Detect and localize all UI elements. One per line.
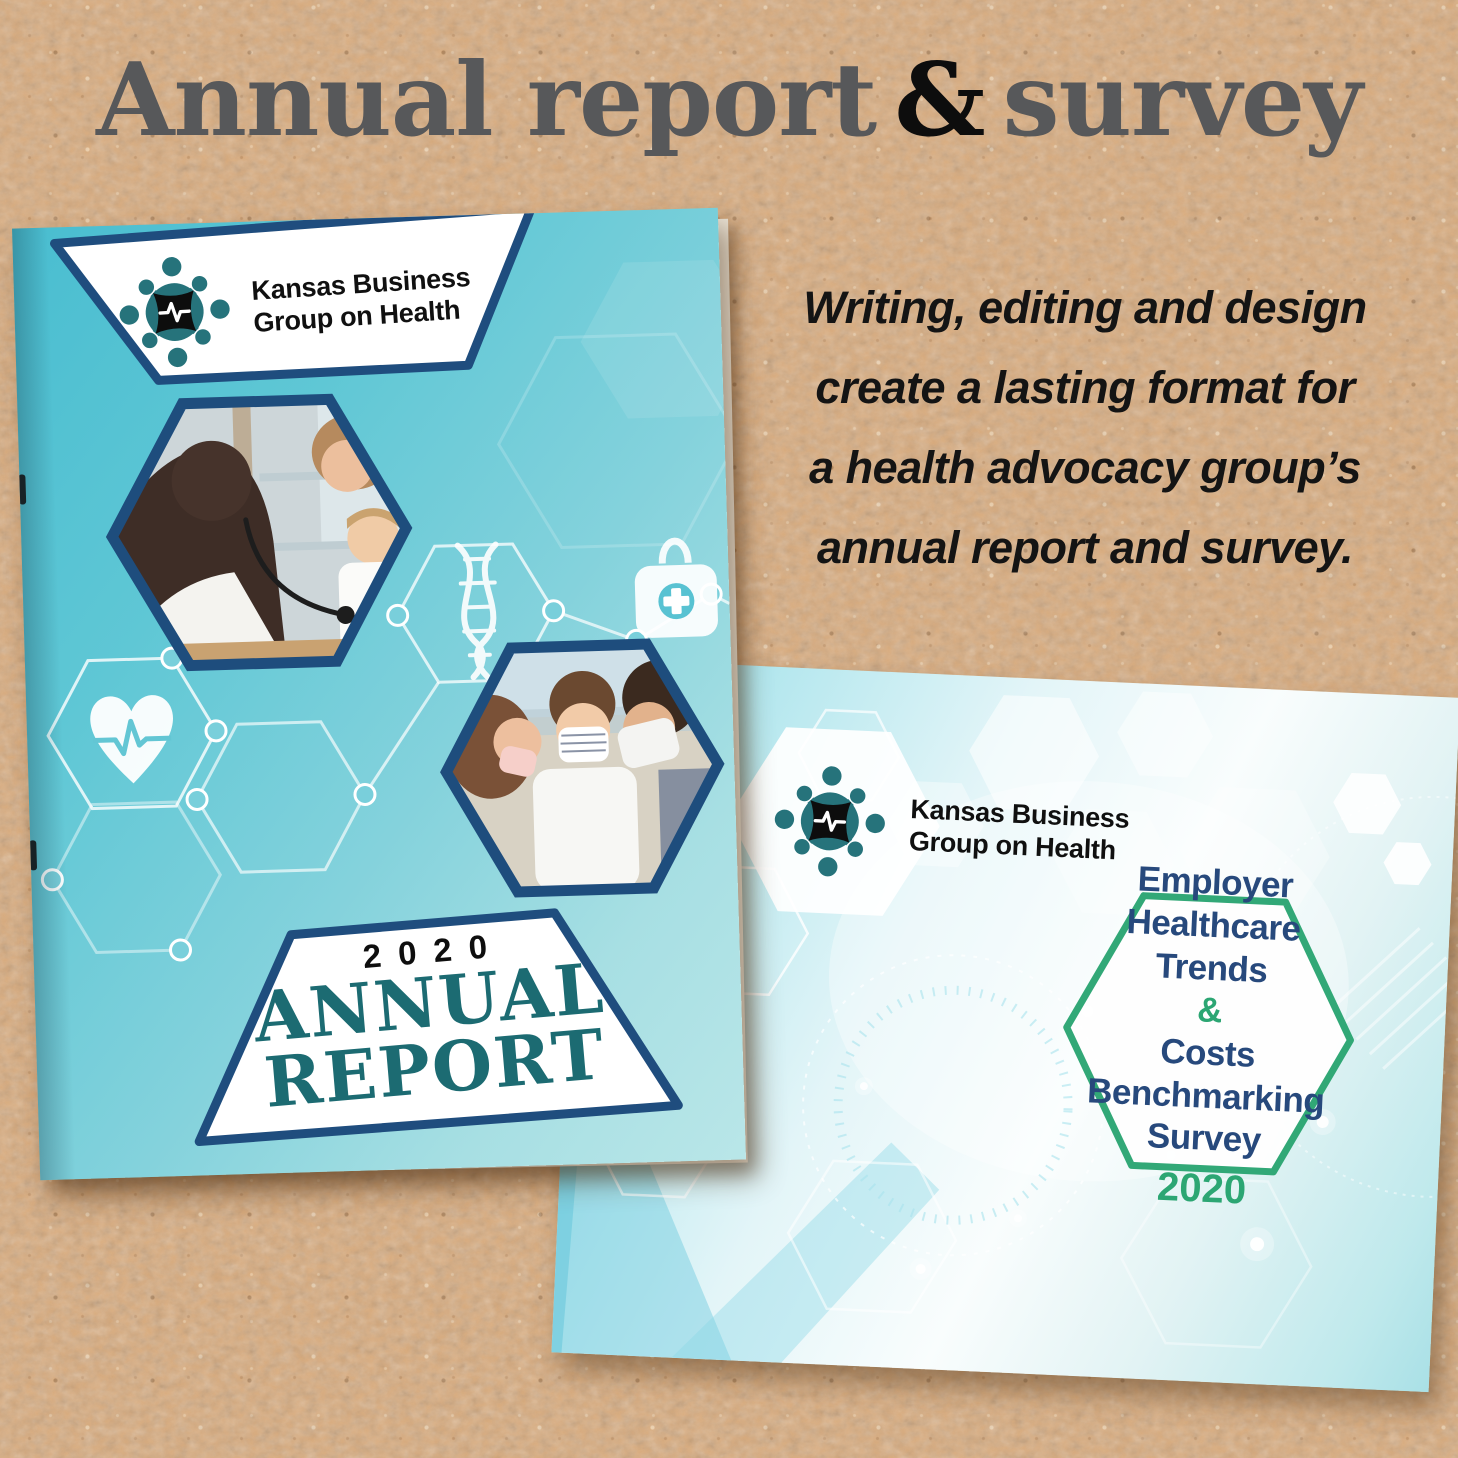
kbgh-logo-icon — [113, 250, 236, 373]
title-text-right: survey — [1002, 40, 1363, 159]
badge-ampersand: & — [1196, 990, 1223, 1031]
badge-line: Benchmarking — [1086, 1070, 1326, 1121]
description-line: a health advocacy group’s — [809, 442, 1361, 493]
dna-icon — [454, 541, 499, 681]
description-line: annual report and survey. — [817, 522, 1353, 573]
org-name: Kansas Business Group on Health — [908, 793, 1130, 868]
doctor-family-photo — [108, 397, 410, 668]
annual-report-cover: Kansas Business Group on Health 2020 ANN… — [12, 207, 746, 1181]
title-ampersand: & — [894, 40, 985, 159]
heart-pulse-icon — [90, 695, 173, 784]
title-text-left: Annual report — [96, 40, 877, 159]
report-title: 2020 ANNUAL REPORT — [224, 916, 637, 1124]
badge-line: Healthcare — [1125, 901, 1302, 949]
badge-line: Trends & Costs — [1154, 945, 1269, 1075]
report-brand: Kansas Business Group on Health — [113, 235, 475, 374]
org-name: Kansas Business Group on Health — [250, 261, 473, 340]
description-line: create a lasting format for — [815, 362, 1355, 413]
survey-badge: Employer Healthcare Trends & Costs Benchma… — [1053, 860, 1364, 1213]
description-line: Writing, editing and design — [803, 282, 1367, 333]
survey-brand: Kansas Business Group on Health — [769, 761, 1131, 893]
project-description: Writing, editing and design create a las… — [738, 268, 1432, 588]
badge-year: 2020 — [1156, 1164, 1248, 1213]
first-aid-kit-icon — [634, 537, 718, 638]
badge-line: Survey — [1146, 1116, 1262, 1161]
page-title: Annual report & survey — [0, 40, 1458, 159]
kbgh-logo-icon — [769, 761, 890, 882]
staple — [18, 474, 37, 871]
badge-line: Employer — [1136, 859, 1295, 906]
